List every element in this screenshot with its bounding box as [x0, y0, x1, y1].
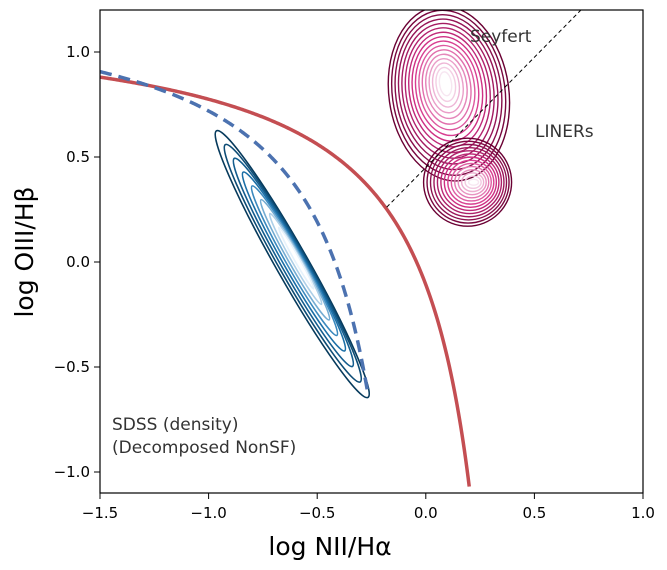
kauffmann-line	[100, 69, 369, 390]
pink-liner-contour	[443, 156, 498, 208]
pink-liner-contour	[422, 137, 513, 227]
density-contours	[214, 10, 513, 399]
y-tick-label: −1.0	[54, 463, 90, 481]
x-axis-label: log NII/Hα	[268, 532, 391, 561]
pink-liner-contour	[467, 178, 480, 186]
kewley-line	[100, 75, 471, 487]
y-tick-label: 1.0	[66, 43, 90, 61]
blue-density-contour	[214, 129, 371, 399]
blue-density-contour	[241, 171, 347, 352]
annotation-density-line1: SDSS (density)	[112, 415, 238, 435]
pink-liner-contour	[464, 175, 482, 190]
pink-liner-contour	[460, 172, 485, 193]
blue-density-contour	[259, 198, 331, 321]
pink-liner-contour	[457, 169, 487, 196]
pink-seyfert-contour	[431, 62, 461, 108]
x-tick-label: 0.0	[414, 504, 438, 522]
annotation-seyfert: Seyfert	[470, 27, 532, 47]
y-tick-label: −0.5	[54, 358, 90, 376]
y-tick-label: 0.5	[66, 148, 90, 166]
blue-density-contour	[223, 143, 363, 383]
pink-liner-contour	[454, 165, 490, 199]
x-tick-label: −1.0	[190, 504, 226, 522]
pink-liner-contour	[436, 150, 503, 215]
blue-density-contour	[268, 212, 323, 306]
x-tick-label: 0.5	[522, 504, 546, 522]
pink-seyfert-contour	[414, 40, 480, 137]
plot-frame	[99, 9, 644, 494]
annotation-liners: LINERs	[535, 122, 594, 142]
blue-density-contour	[250, 185, 339, 337]
y-tick-label: 0.0	[66, 253, 90, 271]
pink-liner-contour	[440, 153, 500, 212]
blue-density-contour	[277, 226, 315, 290]
demarcation-lines	[100, 10, 582, 487]
pink-liner-contour	[450, 162, 492, 202]
axis-ticks: −1.5 −1.0 −0.5 0.0 0.5 1.0 −1.0 −0.5 0.0 0.5 1.0	[54, 43, 655, 522]
pink-liner-contour	[433, 146, 505, 218]
pink-seyfert-contour	[428, 57, 464, 114]
pink-seyfert-contour	[411, 35, 484, 142]
pink-seyfert-contour	[438, 71, 453, 97]
schawinski-line	[386, 10, 582, 208]
pink-seyfert-contour	[404, 27, 491, 154]
pink-seyfert-contour	[401, 22, 495, 159]
x-tick-label: 1.0	[631, 504, 655, 522]
pink-seyfert-contour	[418, 44, 476, 131]
pink-liner-contour	[426, 140, 510, 224]
pink-liner-contour	[447, 159, 495, 205]
pink-seyfert-contour	[435, 66, 457, 103]
pink-liner-contour	[429, 143, 508, 221]
blue-density-contour	[232, 157, 355, 368]
y-axis-label: log OIII/Hβ	[10, 186, 39, 317]
pink-seyfert-contour	[425, 53, 468, 120]
x-tick-label: −1.5	[82, 504, 118, 522]
pink-seyfert-contour	[421, 49, 472, 125]
x-tick-label: −0.5	[299, 504, 335, 522]
annotation-density-line2: (Decomposed NonSF)	[112, 438, 296, 458]
pink-seyfert-contour	[394, 13, 503, 171]
